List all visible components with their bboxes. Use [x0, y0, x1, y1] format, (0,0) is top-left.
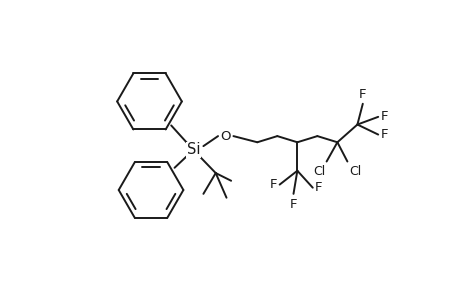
- Text: Si: Si: [186, 142, 200, 158]
- Text: Cl: Cl: [312, 165, 325, 178]
- Text: O: O: [220, 130, 230, 142]
- Text: F: F: [380, 110, 387, 123]
- Text: F: F: [358, 88, 366, 101]
- Text: F: F: [269, 178, 277, 191]
- Text: F: F: [314, 181, 322, 194]
- Text: Cl: Cl: [348, 165, 360, 178]
- Text: F: F: [289, 198, 297, 211]
- Text: F: F: [380, 128, 387, 141]
